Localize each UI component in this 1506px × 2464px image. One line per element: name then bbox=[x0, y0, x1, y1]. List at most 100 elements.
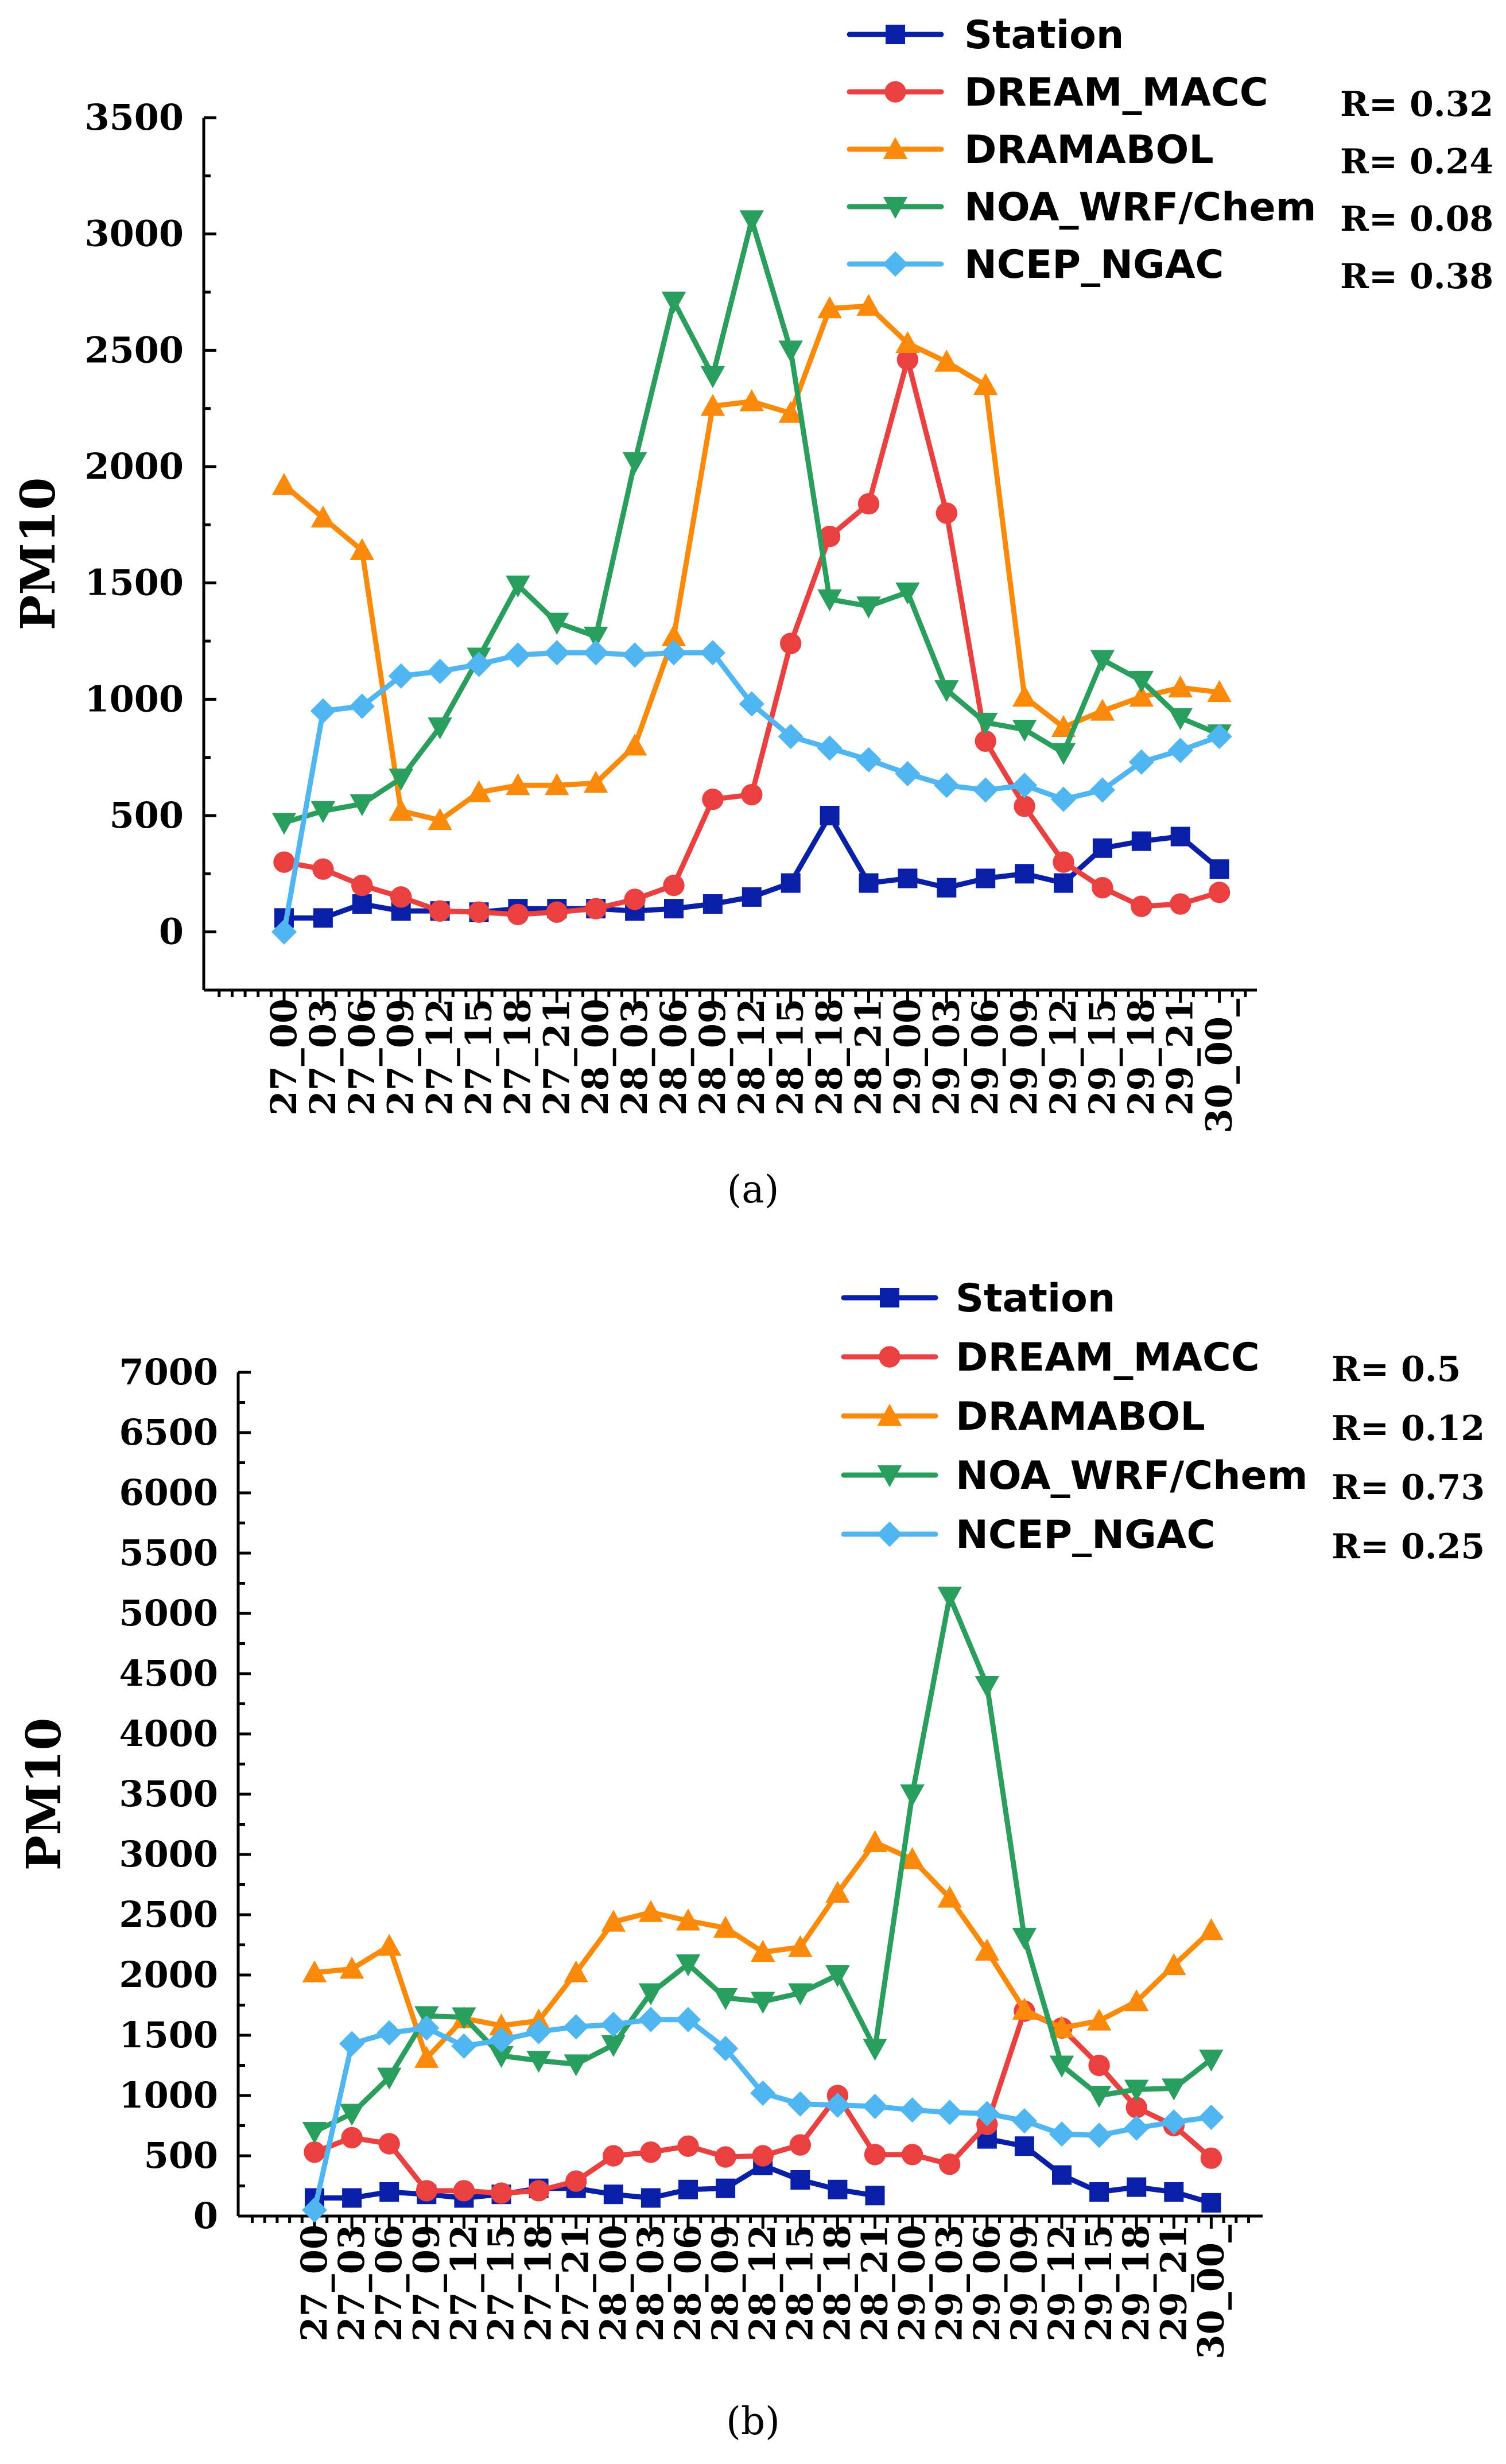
data-point-dramabol bbox=[1207, 680, 1232, 703]
legend-marker-dramabol bbox=[877, 1403, 902, 1426]
data-point-station bbox=[603, 2184, 623, 2205]
figure-caption: (a) bbox=[727, 1167, 779, 1212]
data-point-station bbox=[664, 899, 684, 919]
data-point-noa-wrf-chem bbox=[676, 1954, 701, 1977]
data-point-noa-wrf-chem bbox=[856, 596, 881, 619]
data-point-noa-wrf-chem bbox=[564, 2054, 588, 2077]
data-point-noa-wrf-chem bbox=[622, 452, 647, 475]
data-point-noa-wrf-chem bbox=[389, 769, 413, 791]
data-point-ncep-ngac bbox=[1124, 2115, 1150, 2141]
x-tick-label: 29_06 bbox=[966, 2225, 1008, 2342]
series-ncep-ngac bbox=[271, 640, 1232, 945]
data-point-ncep-ngac bbox=[1089, 777, 1115, 803]
series-line-dramabol bbox=[281, 303, 1222, 823]
legend-marker-station bbox=[886, 25, 905, 44]
data-point-dream-macc bbox=[1208, 882, 1231, 903]
data-point-station bbox=[790, 2170, 810, 2190]
data-point-ncep-ngac bbox=[787, 2091, 813, 2117]
data-point-ncep-ngac bbox=[301, 2197, 328, 2223]
data-point-ncep-ngac bbox=[700, 640, 725, 666]
data-point-noa-wrf-chem bbox=[1162, 2078, 1186, 2101]
data-point-station bbox=[641, 2188, 661, 2208]
data-point-dream-macc bbox=[741, 783, 763, 806]
legend-marker-ncep-ngac bbox=[882, 251, 909, 277]
data-point-dramabol bbox=[895, 331, 920, 354]
data-point-dramabol bbox=[545, 773, 569, 796]
data-point-dream-macc bbox=[864, 2144, 886, 2166]
data-point-ncep-ngac bbox=[661, 640, 687, 666]
legend-marker-noa-wrf-chem bbox=[877, 1465, 902, 1488]
x-tick-label: 29_18 bbox=[1115, 2225, 1157, 2342]
data-point-dramabol bbox=[788, 1935, 813, 1957]
data-point-ncep-ngac bbox=[583, 640, 609, 666]
legend-label-dramabol: DRAMABOL bbox=[964, 127, 1214, 173]
legend-label-station: Station bbox=[964, 13, 1124, 58]
data-point-noa-wrf-chem bbox=[506, 575, 530, 597]
r-value-ncep-ngac: R= 0.38 bbox=[1340, 257, 1493, 297]
data-point-station bbox=[678, 2179, 698, 2199]
data-point-station bbox=[1092, 838, 1112, 858]
data-point-station bbox=[865, 2186, 885, 2206]
x-tick-label: 28_21 bbox=[854, 2225, 896, 2342]
data-point-noa-wrf-chem bbox=[817, 589, 842, 612]
y-tick-label: 1500 bbox=[119, 2014, 218, 2056]
data-point-dream-macc bbox=[936, 502, 958, 524]
data-point-ncep-ngac bbox=[1049, 2121, 1075, 2147]
data-point-noa-wrf-chem bbox=[601, 2035, 626, 2058]
y-axis-label: PM10 bbox=[11, 478, 66, 631]
data-point-station bbox=[1014, 2136, 1034, 2156]
data-point-dream-macc bbox=[752, 2145, 774, 2167]
data-point-noa-wrf-chem bbox=[900, 1784, 925, 1807]
x-tick-label: 27_18 bbox=[518, 2225, 560, 2342]
data-point-ncep-ngac bbox=[388, 663, 414, 689]
data-point-ncep-ngac bbox=[895, 760, 921, 787]
data-point-dramabol bbox=[1168, 675, 1193, 698]
data-point-dramabol bbox=[1129, 685, 1154, 707]
data-point-ncep-ngac bbox=[505, 642, 531, 668]
series-dream-macc bbox=[273, 348, 1231, 925]
r-value-ncep-ngac: R= 0.25 bbox=[1332, 1527, 1485, 1567]
data-point-dramabol bbox=[750, 1939, 775, 1962]
figure-b: 0 500 1000 1500 2000 2500 3000 3500 4000 4500 5000… bbox=[0, 1232, 1506, 2464]
data-point-station bbox=[1015, 864, 1035, 884]
data-point-ncep-ngac bbox=[488, 2027, 514, 2053]
x-tick-label: 29_03 bbox=[929, 2225, 971, 2342]
data-point-dramabol bbox=[739, 389, 764, 412]
x-tick-label: 27_12 bbox=[443, 2225, 484, 2342]
data-point-dramabol bbox=[817, 296, 842, 319]
data-point-dramabol bbox=[1012, 1997, 1037, 2020]
data-point-ncep-ngac bbox=[427, 658, 453, 684]
x-tick-label: 29_00 bbox=[886, 999, 928, 1116]
data-point-dream-macc bbox=[1092, 876, 1113, 899]
data-point-noa-wrf-chem bbox=[1086, 2086, 1112, 2108]
data-point-dream-macc bbox=[416, 2180, 437, 2202]
chart-a: 050010001500200025003000350027_0027_0327… bbox=[11, 13, 1493, 1212]
data-point-station bbox=[379, 2182, 399, 2202]
data-point-dream-macc bbox=[939, 2153, 961, 2175]
data-point-dramabol bbox=[900, 1847, 925, 1869]
data-point-dramabol bbox=[975, 1938, 1000, 1961]
x-tick-label: 27_00 bbox=[293, 2225, 335, 2342]
y-tick-label: 1000 bbox=[119, 2074, 218, 2116]
x-tick-label: 29_09 bbox=[1003, 999, 1045, 1116]
data-point-dream-macc bbox=[565, 2170, 587, 2192]
data-point-noa-wrf-chem bbox=[1012, 1927, 1037, 1950]
data-point-ncep-ngac bbox=[937, 2100, 962, 2125]
data-point-dramabol bbox=[778, 401, 803, 423]
data-point-station bbox=[1054, 873, 1073, 893]
data-point-dramabol bbox=[339, 1957, 364, 1979]
data-point-dramabol bbox=[934, 350, 959, 372]
x-tick-label: 28_18 bbox=[816, 2225, 858, 2342]
x-tick-label: 28_06 bbox=[667, 2225, 709, 2342]
data-point-dramabol bbox=[937, 1885, 962, 1908]
data-point-station bbox=[342, 2188, 362, 2208]
legend: Station DREAM_MACC R= 0.5 DRAMABOL R= 0.12 NO… bbox=[841, 1276, 1485, 1567]
data-point-ncep-ngac bbox=[778, 724, 804, 750]
data-point-dream-macc bbox=[1170, 893, 1191, 915]
data-point-station bbox=[1201, 2193, 1221, 2213]
x-tick-label: 29_18 bbox=[1120, 999, 1162, 1116]
y-tick-label: 2500 bbox=[119, 1893, 218, 1935]
data-point-dream-macc bbox=[490, 2182, 513, 2204]
x-tick-label: 29_00 bbox=[891, 2225, 933, 2342]
series-dramabol bbox=[271, 294, 1232, 831]
